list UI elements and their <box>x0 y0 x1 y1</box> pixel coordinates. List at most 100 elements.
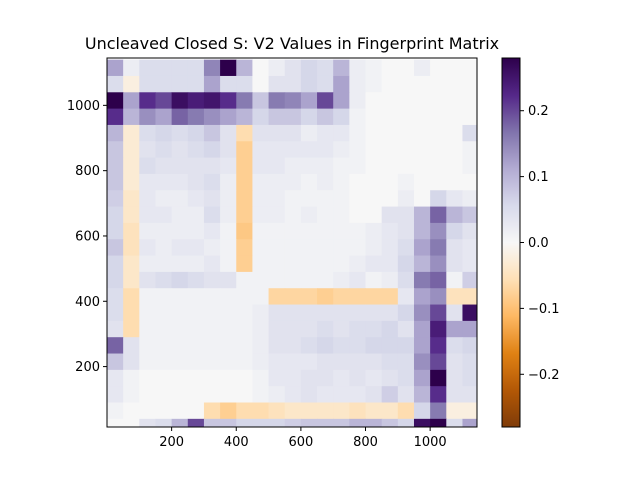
heatmap-cell <box>171 59 189 77</box>
heatmap-cell <box>413 59 431 77</box>
heatmap-cell <box>236 255 253 273</box>
heatmap-cell <box>284 288 302 306</box>
heatmap-cell <box>333 418 350 428</box>
heatmap-cell <box>333 124 350 142</box>
heatmap-cell <box>203 369 221 387</box>
heatmap-cell <box>171 402 189 420</box>
heatmap-cell <box>268 271 286 289</box>
heatmap-cell <box>107 59 124 77</box>
heatmap-cell <box>203 59 221 77</box>
heatmap-cell <box>107 386 124 404</box>
heatmap-cell <box>203 418 221 428</box>
heatmap-cell <box>220 402 237 420</box>
heatmap-cell <box>284 124 302 142</box>
heatmap-cell <box>123 239 140 257</box>
heatmap-cell <box>107 206 124 224</box>
heatmap-cell <box>236 92 253 110</box>
heatmap-cell <box>413 239 431 257</box>
heatmap-cell <box>139 304 156 322</box>
heatmap-cell <box>430 92 447 110</box>
heatmap-cell <box>203 190 221 208</box>
heatmap-cell <box>203 304 221 322</box>
heatmap-cell <box>252 288 270 306</box>
heatmap-cell <box>284 75 302 93</box>
heatmap-cell <box>413 320 431 338</box>
heatmap-cell <box>203 157 221 175</box>
colorbar-tick-label: 0.2 <box>528 104 549 119</box>
heatmap-cell <box>413 108 431 126</box>
heatmap-cell <box>236 304 253 322</box>
heatmap-cell <box>268 124 286 142</box>
heatmap-cell <box>284 402 302 420</box>
heatmap-cell <box>349 141 367 159</box>
heatmap-cell <box>349 337 367 355</box>
heatmap-cell <box>381 337 399 355</box>
heatmap-cell <box>203 108 221 126</box>
heatmap-cell <box>333 59 350 77</box>
heatmap-cell <box>365 418 383 428</box>
heatmap-cell <box>236 190 253 208</box>
heatmap-cell <box>381 59 399 77</box>
heatmap-cell <box>397 124 415 142</box>
heatmap-cell <box>236 206 253 224</box>
heatmap-cell <box>220 418 237 428</box>
heatmap-cell <box>268 369 286 387</box>
heatmap-cell <box>155 255 173 273</box>
heatmap-cell <box>397 141 415 159</box>
y-tick-label: 800 <box>75 164 100 179</box>
heatmap-cell <box>123 173 140 191</box>
heatmap-cell <box>236 124 253 142</box>
heatmap-cell <box>123 206 140 224</box>
heatmap-cell <box>107 369 124 387</box>
heatmap-cell <box>284 173 302 191</box>
heatmap-cell <box>139 59 156 77</box>
heatmap-cell <box>317 304 334 322</box>
heatmap-cell <box>203 386 221 404</box>
heatmap-cell <box>220 173 237 191</box>
heatmap-cell <box>462 75 478 93</box>
heatmap-cell <box>139 206 156 224</box>
heatmap-cell <box>397 255 415 273</box>
heatmap-cell <box>333 141 350 159</box>
heatmap-cell <box>123 353 140 371</box>
heatmap-cell <box>333 320 350 338</box>
heatmap-cell <box>107 288 124 306</box>
heatmap-cell <box>171 337 189 355</box>
heatmap-cell <box>446 173 463 191</box>
heatmap-cell <box>107 141 124 159</box>
heatmap-cell <box>107 222 124 240</box>
heatmap-cell <box>123 75 140 93</box>
heatmap-cell <box>397 108 415 126</box>
heatmap-cell <box>446 255 463 273</box>
heatmap-cell <box>284 59 302 77</box>
heatmap-cell <box>123 304 140 322</box>
heatmap-cell <box>236 108 253 126</box>
heatmap-cell <box>123 402 140 420</box>
heatmap-cell <box>446 124 463 142</box>
heatmap-cell <box>397 239 415 257</box>
heatmap-cell <box>203 206 221 224</box>
heatmap-cell <box>413 288 431 306</box>
heatmap-cell <box>317 222 334 240</box>
heatmap-cell <box>413 271 431 289</box>
heatmap-cell <box>446 320 463 338</box>
heatmap-cell <box>107 157 124 175</box>
heatmap-cell <box>139 157 156 175</box>
heatmap-cell <box>365 206 383 224</box>
heatmap-cell <box>430 402 447 420</box>
heatmap-cell <box>220 108 237 126</box>
heatmap-cell <box>349 353 367 371</box>
heatmap-cell <box>236 141 253 159</box>
heatmap-cell <box>397 337 415 355</box>
heatmap-cell <box>349 271 367 289</box>
heatmap-cell <box>171 255 189 273</box>
heatmap-cell <box>123 369 140 387</box>
heatmap-cell <box>107 304 124 322</box>
heatmap-cell <box>155 304 173 322</box>
heatmap-cell <box>430 222 447 240</box>
heatmap-cell <box>381 141 399 159</box>
heatmap-cell <box>446 92 463 110</box>
heatmap-cell <box>333 337 350 355</box>
heatmap-cell <box>139 222 156 240</box>
heatmap-cell <box>317 255 334 273</box>
